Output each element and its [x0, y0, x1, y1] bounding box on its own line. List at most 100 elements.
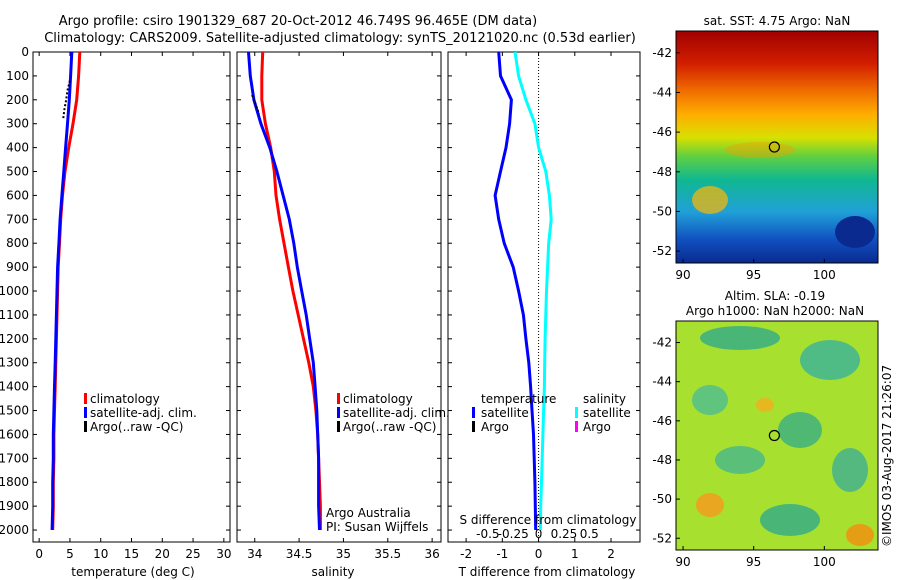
legend-salinity-argo: Argo [583, 420, 611, 434]
salinity-ticks: 34 34.5 35 35.5 36 [247, 52, 440, 561]
lon-tick-label: 100 [813, 268, 836, 282]
lat-tick-label: -48 [652, 165, 672, 179]
lat-tick-label: -44 [652, 85, 672, 99]
imos-timestamp: ©IMOS 03-Aug-2017 21:26:07 [880, 365, 894, 547]
temperature-legend: climatology satellite-adj. clim. Argo(..… [84, 392, 197, 434]
sla-warm-patch [756, 398, 774, 412]
legend-swatch-temperature-satellite [472, 407, 475, 418]
temperature-axes-frame [32, 51, 231, 543]
sla-eddy [778, 412, 822, 448]
salinity-xlabel: salinity [311, 565, 354, 579]
depth-tick-label: 700 [6, 212, 29, 226]
temperature-ticks: 0 5 10 15 20 25 30 [35, 52, 231, 561]
sla-map-title-1: Altim. SLA: -0.19 [725, 289, 825, 303]
legend-swatch-satellite [337, 407, 340, 418]
sla-warm-patch [696, 493, 724, 517]
s-difference-tick-label: 0 [535, 527, 543, 541]
legend-satellite: satellite-adj. clim. [343, 406, 450, 420]
x-tick-label: 2 [607, 547, 615, 561]
s-difference-tick-label: -0.5 [476, 527, 499, 541]
depth-ticks: 0 100 200 300 400 500 600 700 800 900 1000 1100 1200… [0, 45, 230, 537]
depth-tick-label: 1400 [0, 380, 29, 394]
t-difference-xlabel: T difference from climatology [458, 565, 636, 579]
x-tick-label: 0 [535, 547, 543, 561]
legend-satellite: satellite-adj. clim. [90, 406, 197, 420]
lat-tick-label: -46 [652, 125, 672, 139]
x-tick-label: 0 [35, 547, 43, 561]
satellite-clim-line [247, 51, 321, 531]
sla-eddy [832, 448, 868, 492]
depth-tick-label: 900 [6, 260, 29, 274]
sst-cold-patch [835, 216, 875, 248]
depth-tick-label: 2000 [0, 523, 29, 537]
s-difference-label: S difference from climatology [460, 513, 637, 527]
argo-line [251, 94, 261, 115]
lon-tick-label: 90 [675, 268, 690, 282]
temperature-satellite-line [493, 51, 538, 531]
x-tick-label: 34 [247, 547, 262, 561]
sst-lon-ticks: 90 95 100 [675, 259, 836, 282]
sla-heatmap [676, 321, 878, 550]
difference-depth-ticks [448, 51, 640, 531]
legend-header-salinity: salinity [583, 392, 626, 406]
sla-eddy [715, 446, 765, 474]
lon-tick-label: 100 [813, 555, 836, 569]
depth-tick-label: 1600 [0, 427, 29, 441]
x-tick-label: -2 [460, 547, 472, 561]
depth-tick-label: 1200 [0, 332, 29, 346]
x-tick-label: 5 [66, 547, 74, 561]
difference-legend: temperature salinity satellite Argo sate… [472, 392, 631, 434]
temperature-xlabel: temperature (deg C) [71, 565, 194, 579]
lat-tick-label: -42 [652, 336, 672, 350]
t-difference-ticks: -2 -1 0 1 2 [460, 52, 615, 561]
sst-warm-patch [692, 186, 728, 214]
salinity-series [247, 51, 322, 531]
lat-tick-label: -52 [652, 244, 672, 258]
sla-map-title-2: Argo h1000: NaN h2000: NaN [686, 304, 864, 318]
x-tick-label: 35 [336, 547, 351, 561]
sst-map-panel: sat. SST: 4.75 Argo: NaN -42 -44 -46 -48 -50… [652, 14, 879, 282]
lat-tick-label: -50 [652, 492, 672, 506]
depth-tick-label: 300 [6, 117, 29, 131]
s-difference-ticks: -0.5-0.25 0 0.25 0.5 [476, 527, 599, 541]
x-tick-label: 1 [571, 547, 579, 561]
lon-tick-label: 95 [746, 268, 761, 282]
climatology-line [260, 51, 322, 530]
sla-eddy [700, 326, 780, 350]
sla-eddy [800, 340, 860, 380]
x-tick-label: 10 [93, 547, 108, 561]
depth-tick-label: 200 [6, 93, 29, 107]
s-difference-tick-label: 0.5 [580, 527, 599, 541]
legend-swatch-salinity-satellite [575, 407, 578, 418]
x-tick-label: 35.5 [374, 547, 401, 561]
x-tick-label: 36 [424, 547, 439, 561]
sla-map-frame [675, 320, 879, 551]
depth-tick-label: 600 [6, 188, 29, 202]
lat-tick-label: -48 [652, 453, 672, 467]
legend-temperature-argo: Argo [481, 420, 509, 434]
lat-tick-label: -42 [652, 46, 672, 60]
lat-tick-label: -44 [652, 375, 672, 389]
salinity-axes-frame [236, 51, 442, 543]
salinity-satellite-line [513, 51, 553, 531]
legend-climatology: climatology [343, 392, 413, 406]
difference-axes-frame [447, 51, 641, 543]
legend-argo: Argo(..raw -QC) [343, 420, 436, 434]
sla-argo-marker [768, 429, 780, 442]
difference-series [493, 51, 553, 531]
x-tick-label: 20 [155, 547, 170, 561]
annotation-pi: PI: Susan Wijffels [326, 520, 428, 534]
legend-salinity-satellite: satellite [583, 406, 631, 420]
depth-tick-label: 0 [21, 45, 29, 59]
annotation-institution: Argo Australia [326, 506, 411, 520]
x-tick-label: 34.5 [286, 547, 313, 561]
depth-tick-label: 1900 [0, 499, 29, 513]
x-tick-label: 30 [216, 547, 231, 561]
depth-tick-label: 1700 [0, 451, 29, 465]
sla-lon-ticks: 90 95 100 [675, 546, 836, 569]
sst-map-title: sat. SST: 4.75 Argo: NaN [704, 14, 851, 28]
depth-tick-label: 800 [6, 236, 29, 250]
legend-swatch-salinity-argo [575, 421, 578, 432]
sst-front [725, 142, 795, 158]
